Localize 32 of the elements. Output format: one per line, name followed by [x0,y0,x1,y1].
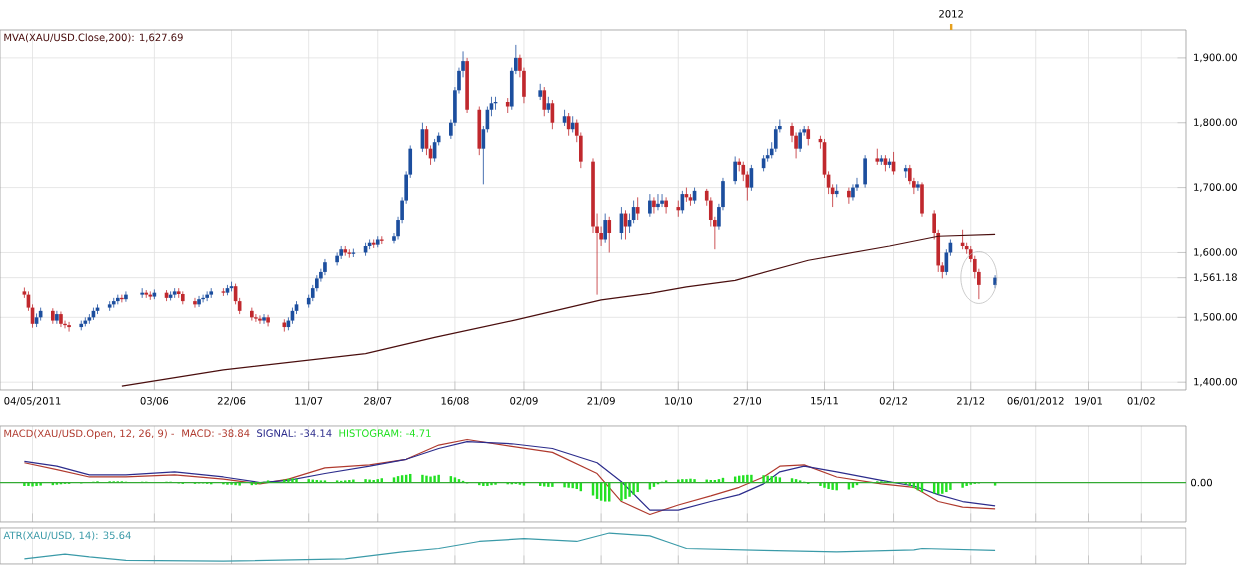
candlestick [221,287,226,297]
candlestick [262,313,266,325]
candlestick [834,183,839,198]
candlestick [266,314,270,327]
candlestick [648,193,652,218]
candlestick [798,128,802,153]
candlestick [903,164,908,179]
candlestick [920,182,924,218]
candlestick [806,125,811,146]
line-series [121,233,996,387]
candlestick [851,183,855,201]
candlestick [847,187,851,205]
candlestick [733,156,737,185]
candlestick [635,196,640,221]
candlestick [55,310,59,325]
candlestick [676,200,681,218]
candlestick [660,193,664,208]
candlestick [603,213,608,244]
candlestick [124,290,128,303]
candlestick [916,180,920,192]
candlestick [477,106,482,156]
candlestick [335,252,339,266]
candlestick [59,311,63,328]
candlestick [607,216,612,253]
candlestick [197,295,201,308]
candlestick [323,258,327,276]
candlestick [863,154,867,188]
candlestick [140,287,145,299]
candlestick [773,125,778,153]
candlestick [664,196,668,214]
candlestick [656,193,660,211]
candlestick [652,196,656,214]
